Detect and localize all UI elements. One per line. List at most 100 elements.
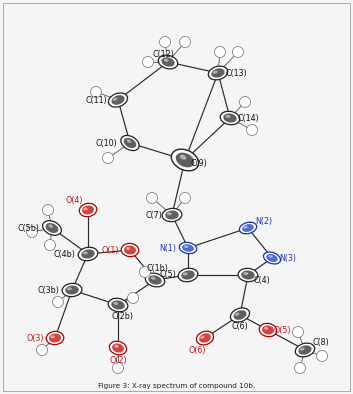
Text: C(2b): C(2b) xyxy=(111,312,133,322)
Ellipse shape xyxy=(109,341,127,355)
Ellipse shape xyxy=(113,98,118,101)
Ellipse shape xyxy=(79,203,97,217)
Circle shape xyxy=(143,56,154,67)
Text: C(6): C(6) xyxy=(232,323,249,331)
Circle shape xyxy=(179,37,191,48)
Ellipse shape xyxy=(181,270,195,280)
Ellipse shape xyxy=(164,59,169,62)
Circle shape xyxy=(42,204,54,216)
Ellipse shape xyxy=(62,283,82,297)
Ellipse shape xyxy=(50,335,55,338)
Text: C(4b): C(4b) xyxy=(53,249,75,258)
Ellipse shape xyxy=(148,275,162,285)
Ellipse shape xyxy=(171,149,199,171)
Text: N(1): N(1) xyxy=(160,243,176,253)
Text: C(5b): C(5b) xyxy=(17,223,39,232)
Text: C(8): C(8) xyxy=(313,338,329,346)
Ellipse shape xyxy=(239,222,257,234)
Ellipse shape xyxy=(126,247,130,250)
Text: Figure 3: X-ray spectrum of compound 10b.: Figure 3: X-ray spectrum of compound 10b… xyxy=(98,383,255,389)
Ellipse shape xyxy=(108,93,127,107)
Text: N(3): N(3) xyxy=(280,253,297,262)
Text: O(4): O(4) xyxy=(65,195,83,204)
Circle shape xyxy=(53,297,64,307)
Circle shape xyxy=(139,266,150,277)
Ellipse shape xyxy=(183,272,188,275)
Ellipse shape xyxy=(300,348,305,351)
Ellipse shape xyxy=(112,95,125,105)
Ellipse shape xyxy=(178,268,198,282)
Ellipse shape xyxy=(167,212,172,215)
Ellipse shape xyxy=(176,152,194,167)
Ellipse shape xyxy=(242,224,254,232)
Text: C(4): C(4) xyxy=(253,277,270,286)
Ellipse shape xyxy=(121,243,139,256)
Ellipse shape xyxy=(158,55,178,69)
Ellipse shape xyxy=(114,345,119,348)
Ellipse shape xyxy=(226,115,231,118)
Ellipse shape xyxy=(243,272,248,275)
Ellipse shape xyxy=(124,245,136,255)
Ellipse shape xyxy=(127,139,131,143)
Text: C(11): C(11) xyxy=(85,95,107,104)
Ellipse shape xyxy=(259,323,277,337)
Ellipse shape xyxy=(83,251,88,255)
Text: O(6): O(6) xyxy=(188,346,206,355)
Circle shape xyxy=(215,46,226,58)
Ellipse shape xyxy=(151,277,156,280)
Ellipse shape xyxy=(269,255,273,258)
Ellipse shape xyxy=(112,344,124,353)
Circle shape xyxy=(239,97,251,108)
Ellipse shape xyxy=(108,298,128,312)
Ellipse shape xyxy=(46,331,64,345)
Ellipse shape xyxy=(161,57,175,67)
Text: O(2): O(2) xyxy=(109,355,127,364)
Text: O(1): O(1) xyxy=(101,245,119,255)
Ellipse shape xyxy=(199,333,211,343)
Text: C(3b): C(3b) xyxy=(37,286,59,294)
Ellipse shape xyxy=(231,308,250,322)
Circle shape xyxy=(146,193,157,203)
Ellipse shape xyxy=(46,223,58,233)
Ellipse shape xyxy=(83,207,88,210)
Circle shape xyxy=(294,362,305,374)
Ellipse shape xyxy=(78,247,98,261)
Ellipse shape xyxy=(182,244,194,252)
Text: N(2): N(2) xyxy=(256,216,273,225)
Text: C(1b): C(1b) xyxy=(146,264,168,273)
Ellipse shape xyxy=(49,333,61,342)
Ellipse shape xyxy=(162,208,182,222)
Circle shape xyxy=(44,240,55,251)
Ellipse shape xyxy=(65,286,79,295)
Circle shape xyxy=(26,227,37,238)
Ellipse shape xyxy=(121,136,139,151)
Text: C(13): C(13) xyxy=(225,69,247,78)
Ellipse shape xyxy=(238,268,258,282)
Ellipse shape xyxy=(211,68,225,78)
Ellipse shape xyxy=(180,154,186,160)
Ellipse shape xyxy=(81,249,95,258)
Circle shape xyxy=(36,344,48,355)
Circle shape xyxy=(293,327,304,338)
Circle shape xyxy=(317,351,328,362)
Circle shape xyxy=(179,193,191,203)
Ellipse shape xyxy=(264,252,281,264)
Text: C(9): C(9) xyxy=(191,158,208,167)
Circle shape xyxy=(90,87,102,97)
Ellipse shape xyxy=(264,327,268,330)
Text: O(5): O(5) xyxy=(273,325,291,335)
Ellipse shape xyxy=(295,343,315,357)
Ellipse shape xyxy=(124,138,136,148)
Circle shape xyxy=(127,292,138,303)
Ellipse shape xyxy=(67,287,72,290)
Circle shape xyxy=(233,46,244,58)
Ellipse shape xyxy=(165,210,179,219)
Text: C(5): C(5) xyxy=(160,271,176,279)
Ellipse shape xyxy=(48,224,53,228)
Ellipse shape xyxy=(43,221,61,235)
Ellipse shape xyxy=(82,205,94,215)
Ellipse shape xyxy=(208,66,228,80)
Ellipse shape xyxy=(196,331,214,345)
Ellipse shape xyxy=(213,71,217,74)
Ellipse shape xyxy=(241,270,255,279)
